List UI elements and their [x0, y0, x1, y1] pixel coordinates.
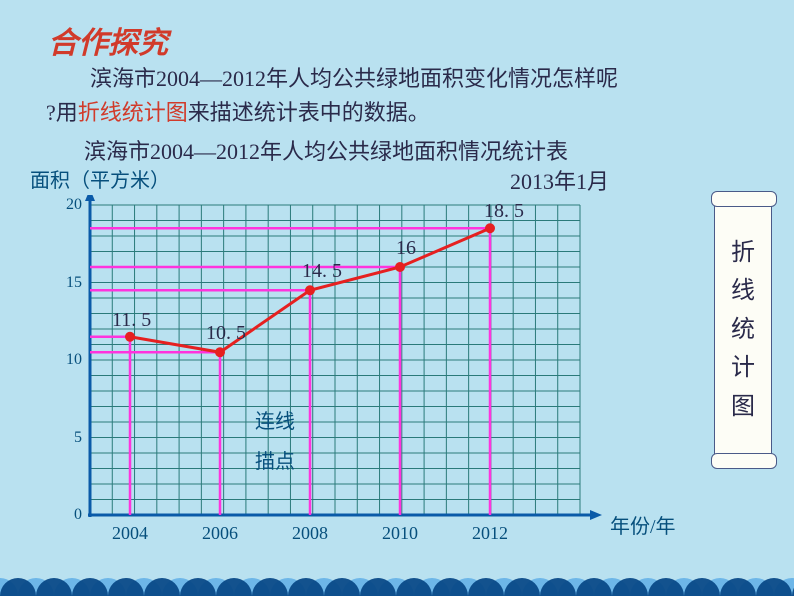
x-tick: 2012 — [460, 523, 520, 544]
p1-post: 来描述统计表中的数据。 — [188, 100, 430, 125]
scroll-char: 计 — [731, 349, 755, 387]
x-tick: 2008 — [280, 523, 340, 544]
y-tick: 0 — [42, 506, 82, 524]
value-label: 11. 5 — [112, 309, 151, 332]
y-tick: 20 — [42, 196, 82, 214]
p1-pre: 滨海市2004—2012年人均公共绿地面积变化情况怎样呢 — [46, 66, 618, 91]
wave-footer — [0, 556, 794, 596]
y-tick: 5 — [42, 429, 82, 447]
scroll-char: 折 — [731, 234, 755, 272]
value-label: 10. 5 — [206, 322, 246, 345]
scroll-label-box: 折 线 统 计 图 — [714, 200, 772, 460]
value-label: 14. 5 — [302, 260, 342, 283]
value-label: 16 — [396, 237, 416, 260]
chart-svg — [30, 195, 650, 545]
scroll-char: 图 — [731, 388, 755, 426]
paragraph-1: 滨海市2004—2012年人均公共绿地面积变化情况怎样呢 ?用折线统计图来描述统… — [46, 62, 746, 130]
y-tick: 10 — [42, 351, 82, 369]
p1-mid: 用 — [56, 100, 78, 125]
p1-red: 折线统计图 — [78, 100, 188, 125]
x-tick: 2004 — [100, 523, 160, 544]
y-axis-label: 面积（平方米） — [30, 164, 170, 193]
value-label: 18. 5 — [484, 200, 524, 223]
chart-area: 0 5 10 15 20 2004 2006 2008 2010 2012 — [30, 195, 650, 545]
date-label: 2013年1月 — [510, 164, 609, 196]
p1-q: ? — [46, 100, 56, 125]
scroll-char: 统 — [731, 311, 755, 349]
x-axis-label: 年份/年 — [610, 510, 676, 539]
annotation-lianxian: 连线 — [255, 405, 295, 434]
scroll-char: 线 — [731, 272, 755, 310]
annotation-miaodian: 描点 — [255, 445, 295, 474]
chart-title: 滨海市2004—2012年人均公共绿地面积情况统计表 — [84, 134, 568, 166]
x-tick: 2010 — [370, 523, 430, 544]
x-tick: 2006 — [190, 523, 250, 544]
section-title: 合作探究 — [48, 18, 168, 62]
y-tick: 15 — [42, 274, 82, 292]
